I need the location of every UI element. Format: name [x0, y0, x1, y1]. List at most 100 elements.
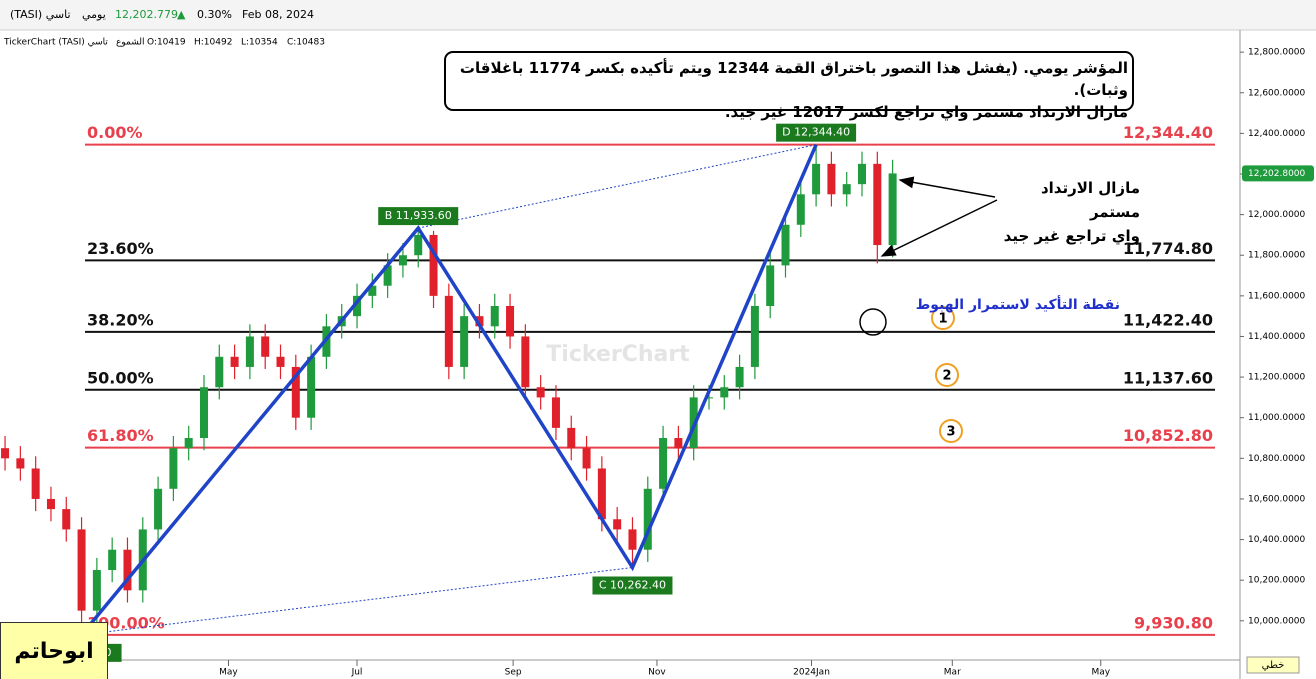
- watermark: TickerChart: [546, 342, 690, 367]
- candle-body: [781, 224, 790, 266]
- candle-body: [108, 549, 117, 571]
- y-tick-label: 11,800.0000: [1248, 251, 1306, 261]
- fib-percent: 38.20%: [87, 310, 154, 329]
- candle-body: [169, 448, 178, 489]
- confirm-note: نقطة التأكيد لاستمرار الهبوط: [915, 297, 1120, 313]
- fib-percent: 0.00%: [87, 123, 143, 142]
- candle-body: [199, 387, 208, 439]
- candle-body: [490, 306, 499, 327]
- side-note-line: واي تراجع غير جيد: [1003, 227, 1140, 245]
- change-arrow: ▲: [177, 8, 186, 21]
- fib-percent: 61.80%: [87, 426, 154, 445]
- confirm-circle: [859, 308, 887, 336]
- source: TickerChart (TASI) تاسي: [3, 38, 108, 48]
- candle-body: [307, 356, 316, 418]
- candle-body: [353, 295, 362, 317]
- y-tick-label: 12,800.0000: [1248, 48, 1306, 58]
- candle-body: [643, 488, 652, 550]
- candle-body: [674, 438, 683, 449]
- open-value: O:10419: [147, 38, 186, 48]
- y-tick-label: 10,000.0000: [1248, 616, 1306, 626]
- candle-body: [291, 366, 300, 418]
- pattern-label-bg: [776, 123, 857, 142]
- arrow: [898, 176, 996, 198]
- last-price: 12,202.779: [115, 8, 178, 21]
- candle-body: [414, 234, 423, 256]
- marker-circle: [931, 306, 955, 330]
- marker-label: 1: [938, 312, 947, 327]
- x-tick-label: 2024Jan: [793, 668, 830, 678]
- pattern-label: C 10,262.40: [599, 579, 666, 592]
- style: الشموع: [116, 38, 145, 48]
- close-value: C:10483: [287, 38, 325, 48]
- candle-body: [521, 336, 530, 388]
- candle-body: [735, 366, 744, 388]
- arrow: [880, 199, 998, 257]
- candle-body: [628, 529, 637, 550]
- candle-body: [888, 173, 897, 246]
- low-value: L:10354: [241, 38, 278, 48]
- y-tick-label: 12,400.0000: [1248, 129, 1306, 139]
- marker-label: 3: [946, 425, 955, 440]
- y-tick-label: 11,000.0000: [1248, 413, 1306, 423]
- fib-price: 10,852.80: [1123, 426, 1213, 445]
- candle-body: [475, 316, 484, 327]
- mode-box: [1246, 656, 1300, 674]
- candle-body: [368, 285, 377, 296]
- candle-body: [766, 265, 775, 307]
- note-box: [444, 51, 1134, 111]
- marker-circle: [939, 419, 963, 443]
- pattern-label: D 12,344.40: [782, 126, 850, 139]
- side-note: مازال الارتداد مستمر واي تراجع غير جيد: [990, 176, 1140, 248]
- candle-body: [827, 163, 836, 195]
- candle-body: [613, 519, 622, 530]
- candle-body: [842, 184, 851, 195]
- candle-body: [184, 438, 193, 449]
- pattern-label-bg: [378, 207, 459, 226]
- x-tick-label: May: [1091, 668, 1110, 678]
- y-tick-label: 10,200.0000: [1248, 576, 1306, 586]
- fib-price: 11,137.60: [1123, 368, 1213, 387]
- y-tick-label: 10,600.0000: [1248, 494, 1306, 504]
- marker-label: 2: [942, 369, 951, 384]
- candle-body: [1, 448, 10, 459]
- x-tick-label: May: [219, 668, 238, 678]
- pattern-label: B 11,933.60: [385, 209, 452, 222]
- candle-body: [460, 316, 469, 367]
- note-line: المؤشر يومي. (يفشل هذا التصور باختراق ال…: [459, 59, 1128, 99]
- mode: خطي: [1262, 660, 1285, 671]
- candle-body: [154, 488, 163, 530]
- current-price-bg: [1242, 165, 1314, 182]
- y-tick-label: 11,600.0000: [1248, 291, 1306, 301]
- x-tick-label: Sep: [505, 668, 522, 678]
- pattern-guide: [81, 567, 633, 636]
- y-tick-label: 12,600.0000: [1248, 88, 1306, 98]
- candle-body: [230, 356, 239, 367]
- y-tick-label: 11,400.0000: [1248, 332, 1306, 342]
- high-value: H:10492: [194, 38, 232, 48]
- y-tick-label: 11,200.0000: [1248, 373, 1306, 383]
- candle-body: [276, 356, 285, 367]
- candle-body: [567, 427, 576, 449]
- fib-price: 11,422.40: [1123, 310, 1213, 329]
- candle-body: [812, 163, 821, 195]
- candle-body: [398, 255, 407, 266]
- candle-body: [31, 468, 40, 499]
- candle-body: [92, 570, 101, 611]
- x-tick-label: Nov: [648, 668, 666, 678]
- y-tick-label: 10,800.0000: [1248, 454, 1306, 464]
- candle-body: [215, 356, 224, 388]
- current-price: 12,202.8000: [1248, 169, 1306, 179]
- fib-price: 12,344.40: [1123, 123, 1213, 142]
- fib-price: 9,930.80: [1134, 613, 1213, 632]
- candle-body: [444, 295, 453, 367]
- candle-body: [506, 306, 515, 337]
- candle-body: [536, 387, 545, 398]
- fib-percent: 50.00%: [87, 368, 154, 387]
- candle-body: [597, 468, 606, 520]
- candle-body: [796, 194, 805, 225]
- candle-body: [245, 336, 254, 367]
- x-tick-label: Mar: [944, 668, 961, 678]
